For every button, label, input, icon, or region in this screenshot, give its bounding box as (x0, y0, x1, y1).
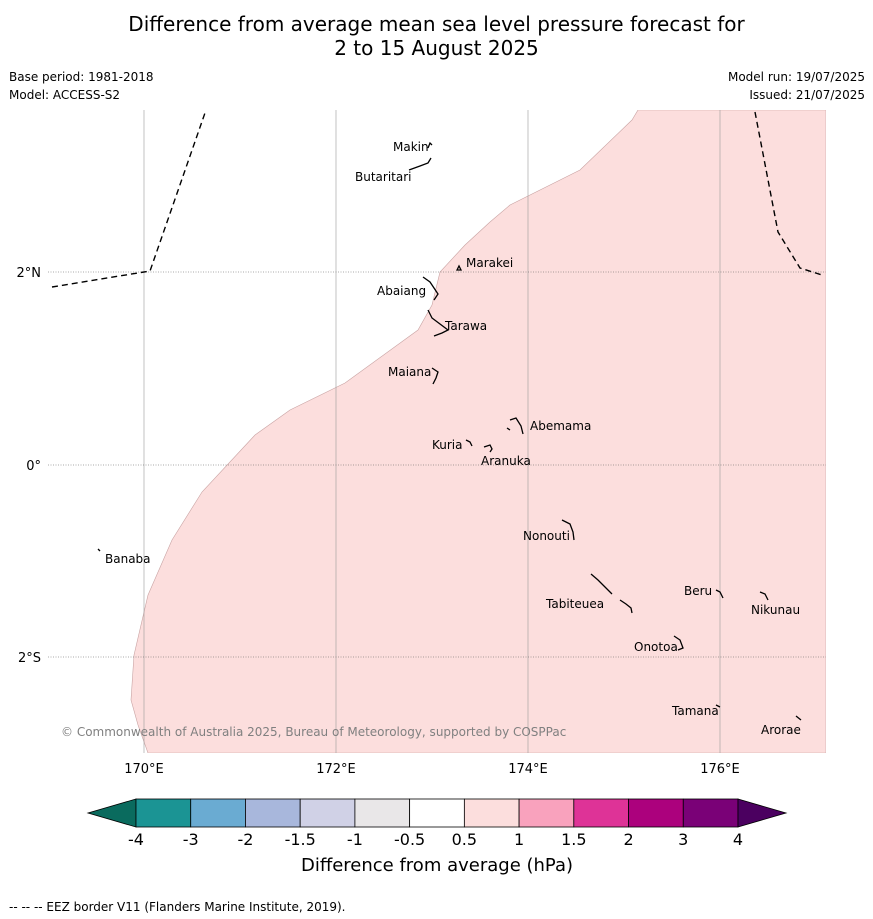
colorbar-tick-label: 1 (514, 830, 524, 849)
arorae-shape (795, 715, 802, 721)
longitude-gridlines (143, 110, 721, 753)
colorbar-tick-label: -0.5 (394, 830, 425, 849)
colorbar-segment (682, 798, 739, 828)
maiana-shape (431, 367, 439, 385)
colorbar-tick-label: 3 (678, 830, 688, 849)
lon-label-174e: 174°E (508, 762, 548, 777)
title-line-1: Difference from average mean sea level p… (128, 12, 745, 36)
colorbar-tick-label: -2 (237, 830, 253, 849)
island-label-aranuka: Aranuka (481, 454, 531, 468)
latitude-gridlines (48, 271, 826, 658)
lon-label-176e: 176°E (700, 762, 740, 777)
model-name: Model: ACCESS-S2 (9, 88, 121, 102)
abaiang-shape (422, 276, 439, 301)
colorbar-segment (245, 798, 301, 828)
base-period: Base period: 1981-2018 (9, 70, 154, 84)
island-label-abaiang: Abaiang (377, 284, 426, 298)
aranuka-shape (483, 444, 493, 453)
colorbar-label: Difference from average (hPa) (301, 855, 573, 876)
colorbar-segment (518, 798, 575, 828)
model-run-date: Model run: 19/07/2025 (727, 70, 865, 84)
longitude-labels: 170°E 172°E 174°E 176°E (124, 762, 740, 777)
colorbar-tick-label: 4 (733, 830, 743, 849)
island-shapes (97, 141, 802, 721)
abemama-shape (506, 417, 524, 435)
lat-label-equator: 0° (26, 459, 41, 474)
nonouti-shape (561, 519, 575, 541)
colorbar-tick-label: 1.5 (561, 830, 586, 849)
chart-title: Difference from average mean sea level p… (0, 12, 873, 60)
island-label-tamana: Tamana (671, 704, 719, 718)
copyright-notice: © Commonwealth of Australia 2025, Bureau… (61, 725, 566, 739)
island-label-butaritari: Butaritari (355, 170, 412, 184)
island-label-abemama: Abemama (530, 419, 591, 433)
island-label-kuria: Kuria (432, 438, 463, 452)
colorbar-segment (190, 798, 246, 828)
island-label-makin: Makin (393, 140, 429, 154)
colorbar-segments (135, 798, 739, 828)
colorbar-tick-label: -1.5 (285, 830, 316, 849)
colorbar-tick-label: 0.5 (452, 830, 477, 849)
colorbar-segment (409, 798, 465, 828)
makin-shape (427, 141, 433, 149)
beru-shape (715, 589, 724, 599)
island-label-marakei: Marakei (466, 256, 513, 270)
latitude-labels: 2°N 0° 2°S (17, 266, 42, 666)
lon-label-172e: 172°E (316, 762, 356, 777)
colorbar-extend-low (86, 798, 137, 828)
colorbar-segment (299, 798, 356, 828)
tamana-shape (715, 704, 721, 708)
colorbar-tick-labels: -4 -3 -2 -1.5 -1 -0.5 0.5 1 1.5 2 3 4 (128, 830, 743, 849)
island-label-banaba: Banaba (105, 552, 151, 566)
colorbar-tick-label: -1 (347, 830, 363, 849)
eez-legend-note: -- -- -- EEZ border V11 (Flanders Marine… (9, 900, 346, 914)
island-label-onotoa: Onotoa (634, 640, 678, 654)
title-line-2: 2 to 15 August 2025 (334, 36, 539, 60)
colorbar-segment (135, 798, 192, 828)
lon-label-170e: 170°E (124, 762, 164, 777)
island-label-beru: Beru (684, 584, 712, 598)
island-label-maiana: Maiana (388, 365, 431, 379)
colorbar-tick-label: -3 (183, 830, 199, 849)
butaritari-shape (408, 157, 432, 171)
colorbar-segment (354, 798, 411, 828)
colorbar-extend-high (737, 798, 788, 828)
colorbar: -4 -3 -2 -1.5 -1 -0.5 0.5 1 1.5 2 3 4 Difference fr… (86, 798, 788, 876)
tarawa-shape (427, 309, 450, 337)
issued-date: Issued: 21/07/2025 (749, 88, 865, 102)
nikunau-shape (759, 591, 769, 601)
island-label-tarawa: Tarawa (444, 319, 487, 333)
colorbar-segment (628, 798, 684, 828)
colorbar-segment (573, 798, 629, 828)
colorbar-tick-label: 2 (623, 830, 633, 849)
marakei-shape (455, 264, 463, 271)
onotoa-shape (673, 635, 684, 651)
eez-borders (51, 110, 823, 288)
island-label-tabiteuea: Tabiteuea (545, 597, 604, 611)
lat-label-2s: 2°S (18, 651, 41, 666)
lat-label-2n: 2°N (17, 266, 42, 281)
island-label-nonouti: Nonouti (523, 529, 570, 543)
map-area: Makin Butaritari Marakei Abaiang Tarawa … (48, 110, 826, 753)
island-label-nikunau: Nikunau (751, 603, 800, 617)
island-labels: Makin Butaritari Marakei Abaiang Tarawa … (105, 140, 801, 737)
colorbar-segment (463, 798, 520, 828)
pressure-anomaly-region (130, 110, 826, 753)
colorbar-tick-label: -4 (128, 830, 144, 849)
banaba-shape (97, 548, 101, 552)
kuria-shape (465, 439, 473, 447)
island-label-arorae: Arorae (761, 723, 801, 737)
tabiteuea-shape (590, 573, 633, 614)
